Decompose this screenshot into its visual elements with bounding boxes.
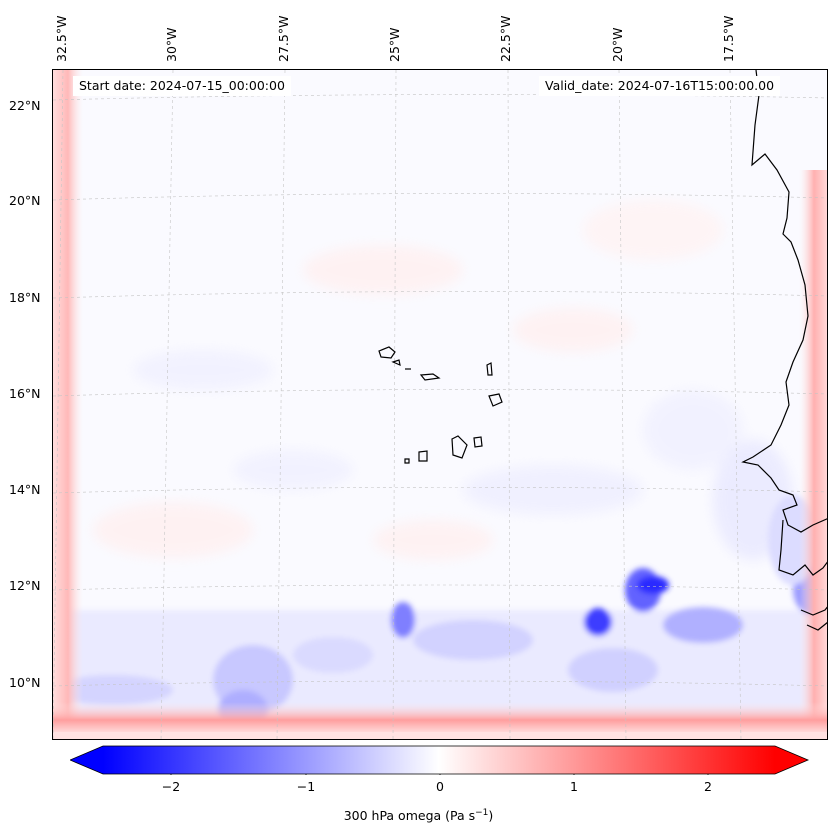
colorbar-extend-high [775,746,808,774]
lon-tick-30w: 30°W [164,27,179,62]
lon-tick-32-5w: 32.5°W [54,15,69,62]
omega-weak-patches [93,200,793,560]
cape-verde-islands [378,346,503,464]
lon-tick-20w: 20°W [610,27,625,62]
coastline [741,70,827,631]
lon-tick-27-5w: 27.5°W [276,15,291,62]
lon-tick-25w: 25°W [387,27,402,62]
start-date-label: Start date: 2024-07-15_00:00:00 [73,76,291,96]
gridlines [53,70,827,739]
colorbar-label: 300 hPa omega (Pa s−1) [0,808,837,823]
lat-tick-20n: 20°N [9,193,41,208]
colorbar-body [103,746,775,774]
omega-boundary-strips [53,70,827,739]
colorbar-tick-neg2: −2 [161,779,181,794]
map-panel [52,69,828,740]
lat-tick-12n: 12°N [9,578,41,593]
colorbar-label-text: 300 hPa omega (Pa s [343,808,476,824]
colorbar-label-close: ) [488,808,494,824]
colorbar-tick-neg1: −1 [296,779,316,794]
colorbar [70,745,810,775]
lat-tick-10n: 10°N [9,675,41,690]
colorbar-label-exponent: −1 [475,808,489,818]
colorbar-extend-low [70,746,103,774]
lat-tick-18n: 18°N [9,290,41,305]
colorbar-tick-0: 0 [436,779,444,794]
lat-tick-16n: 16°N [9,386,41,401]
valid-date-label: Valid_date: 2024-07-16T15:00:00.00 [539,76,781,96]
lon-tick-17-5w: 17.5°W [721,15,736,62]
map-field [53,70,827,739]
lat-tick-14n: 14°N [9,482,41,497]
colorbar-tick-1: 1 [570,779,578,794]
lon-tick-22-5w: 22.5°W [498,15,513,62]
lat-tick-22n: 22°N [9,98,41,113]
colorbar-tick-2: 2 [704,779,712,794]
